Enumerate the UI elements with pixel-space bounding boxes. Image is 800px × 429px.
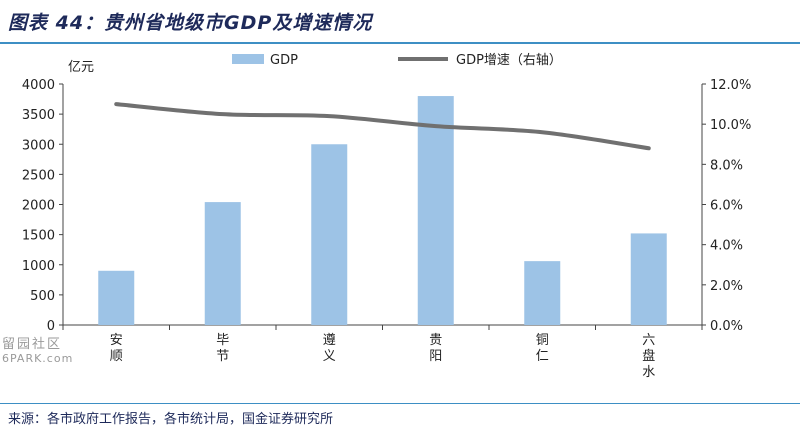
left-tick-label: 0	[47, 319, 55, 334]
x-tick-label-char: 铜	[536, 333, 549, 348]
gdp-growth-line	[114, 102, 651, 151]
title-divider	[0, 42, 800, 44]
x-tick-label-char: 六	[642, 333, 655, 348]
watermark-line2: 6PARK.com	[2, 352, 74, 365]
source-note: 来源：各市政府工作报告，各市统计局，国金证券研究所	[8, 412, 334, 427]
right-tick-label: 0.0%	[710, 319, 743, 334]
bar-2	[204, 202, 241, 325]
y-axis-unit-label: 亿元	[68, 60, 94, 75]
right-tick-label: 2.0%	[710, 279, 743, 294]
x-tick-label-char: 义	[323, 349, 336, 364]
bar-4	[417, 96, 454, 325]
chart-title: 图表 44：贵州省地级市GDP及增速情况	[8, 12, 373, 34]
left-tick-label: 1000	[22, 259, 55, 274]
watermark-line1: 留园社区	[2, 337, 63, 352]
legend-bar-label: GDP	[270, 53, 298, 68]
watermark: 留园社区 6PARK.com	[2, 338, 73, 366]
left-tick-label: 4000	[22, 78, 55, 93]
gdp-chart: 0 500 1000 1500 2000 2500 3000 3500 4000 0.0% 2.0%…	[22, 53, 751, 380]
x-tick-label-char: 贵	[429, 333, 442, 348]
bar-6	[630, 233, 667, 325]
left-tick-label: 500	[30, 289, 55, 304]
right-tick-label: 4.0%	[710, 239, 743, 254]
x-tick-label-char: 节	[216, 349, 229, 364]
right-tick-label: 8.0%	[710, 158, 743, 173]
title-bar: 图表 44：贵州省地级市GDP及增速情况	[0, 0, 800, 44]
legend-bar-swatch	[232, 54, 264, 64]
left-tick-label: 3000	[22, 138, 55, 153]
legend-line-label: GDP增速（右轴）	[456, 53, 562, 68]
x-tick-label-char: 阳	[429, 349, 442, 364]
left-tick-label: 1500	[22, 229, 55, 244]
left-tick-label: 2000	[22, 199, 55, 214]
x-tick-label-char: 盘	[642, 348, 655, 364]
right-tick-label: 10.0%	[710, 118, 751, 133]
left-tick-label: 2500	[22, 168, 55, 183]
bar-5	[524, 261, 561, 325]
right-tick-label: 6.0%	[710, 199, 743, 214]
right-tick-label: 12.0%	[710, 78, 751, 93]
x-tick-label-char: 水	[642, 365, 655, 380]
left-tick-label: 3500	[22, 108, 55, 123]
x-tick-label-char: 毕	[216, 333, 229, 348]
bar-3	[311, 144, 348, 325]
chart-area: 0 500 1000 1500 2000 2500 3000 3500 4000 0.0% 2.0%…	[0, 44, 800, 402]
x-tick-label-char: 安	[110, 333, 123, 348]
footer-divider	[0, 403, 800, 404]
x-tick-label-char: 遵	[323, 332, 336, 348]
x-tick-label-char: 顺	[110, 349, 123, 364]
bar-1	[98, 270, 135, 325]
x-tick-label-char: 仁	[536, 349, 549, 364]
